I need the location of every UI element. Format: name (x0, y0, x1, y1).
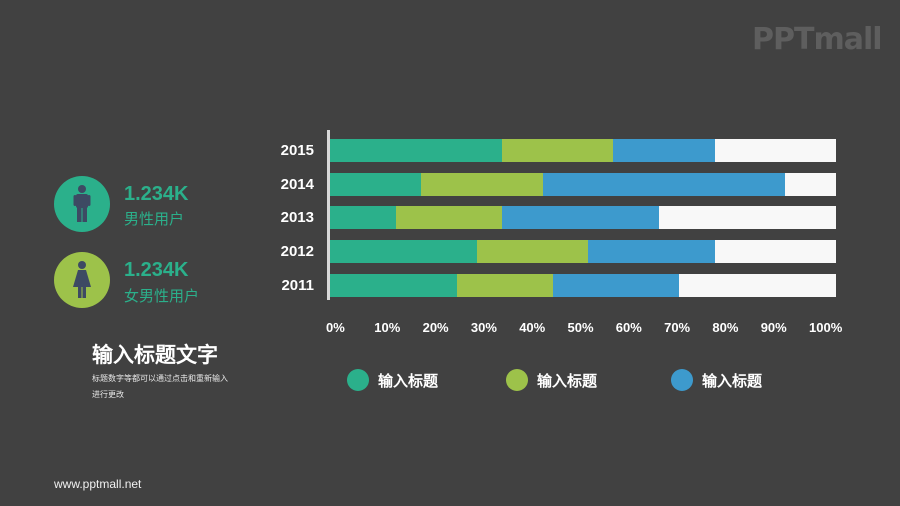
text-block-title: 输入标题文字 (92, 343, 218, 367)
bar-row (330, 172, 836, 196)
male-count: 1.234K (124, 183, 189, 205)
bar-segment (330, 139, 503, 162)
category-label: 2014 (280, 175, 314, 193)
bar-segment (330, 206, 396, 230)
legend-label: 输入标题 (537, 372, 598, 390)
legend-label: 输入标题 (702, 372, 763, 390)
x-tick-label: 60% (615, 320, 642, 335)
bar-segment (588, 240, 715, 264)
x-tick-label: 90% (760, 320, 787, 335)
legend-swatch-icon (671, 369, 693, 391)
female-stat-circle (54, 252, 110, 308)
bar-segment (330, 240, 477, 264)
footer-url: www.pptmall.net (54, 477, 142, 491)
male-label: 男性用户 (124, 211, 185, 228)
bar-segment (542, 172, 786, 196)
bar-segment (421, 172, 543, 196)
female-person-icon (73, 261, 91, 298)
bar-row (330, 240, 836, 264)
legend-swatch-icon (506, 369, 528, 391)
x-tick-label: 40% (519, 320, 546, 335)
x-tick-label: 100% (809, 320, 843, 335)
category-label: 2011 (281, 276, 314, 294)
bar-row (330, 273, 836, 297)
bar-segment (330, 172, 422, 196)
male-stat-circle (54, 176, 110, 232)
male-person-icon (73, 185, 91, 222)
x-tick-label: 50% (567, 320, 594, 335)
legend-item-1: 输入标题 (347, 369, 438, 391)
bar-segment (552, 273, 680, 297)
bar-segment (613, 139, 715, 162)
x-tick-label: 30% (470, 320, 497, 335)
y-axis-line (327, 130, 330, 300)
female-label: 女男性用户 (124, 288, 200, 305)
x-tick-label: 80% (712, 320, 739, 335)
bar-segment (395, 206, 503, 230)
text-block-description: 标题数字等都可以通过点击和重新输入进行更改 (92, 374, 228, 399)
x-tick-label: 10% (374, 320, 401, 335)
legend-item-3: 输入标题 (671, 369, 762, 391)
bar-row (330, 206, 836, 230)
category-label: 2013 (280, 209, 314, 227)
category-label: 2015 (280, 142, 314, 159)
pptmall-logo: PPTmall (752, 22, 883, 57)
female-count: 1.234K (124, 259, 189, 281)
bar-segment (476, 240, 589, 264)
x-tick-label: 0% (326, 320, 345, 335)
x-tick-label: 20% (422, 320, 449, 335)
category-label: 2012 (280, 243, 314, 261)
bar-segment (502, 139, 614, 162)
legend-swatch-icon (347, 369, 369, 391)
legend-label: 输入标题 (378, 372, 439, 390)
x-tick-label: 70% (664, 320, 691, 335)
bar-segment (456, 273, 553, 297)
legend-item-2: 输入标题 (506, 369, 597, 391)
bar-segment (330, 273, 457, 297)
bar-row (330, 139, 836, 162)
bar-segment (502, 206, 659, 230)
